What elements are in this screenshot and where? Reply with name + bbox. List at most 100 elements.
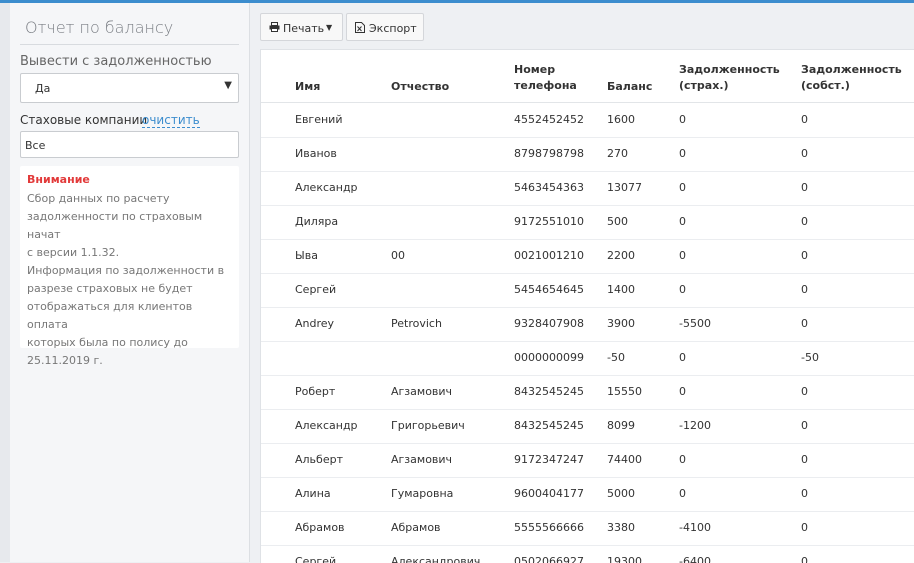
- cell-phone: 9328407908: [514, 317, 584, 330]
- cell-patronymic: Александрович: [391, 555, 481, 563]
- cell-patronymic: Абрамов: [391, 521, 441, 534]
- insurance-filter-value: Все: [25, 139, 46, 152]
- cell-name: Алина: [295, 487, 331, 500]
- cell-balance: 74400: [607, 453, 642, 466]
- cell-name: Иванов: [295, 147, 337, 160]
- cell-debt-own: 0: [801, 147, 808, 160]
- table-row[interactable]: Сергей 5454654645 1400 0 0: [261, 273, 914, 308]
- report-title: Отчет по балансу: [25, 18, 174, 37]
- cell-debt-insurance: -6400: [679, 555, 711, 563]
- printer-icon: [269, 22, 280, 35]
- col-header-name[interactable]: Имя: [295, 80, 321, 93]
- print-button[interactable]: Печать ▼: [260, 13, 343, 41]
- debt-filter-value: Да: [35, 82, 51, 95]
- cell-phone: 8432545245: [514, 419, 584, 432]
- cell-debt-own: 0: [801, 453, 808, 466]
- header-divider: [261, 102, 914, 103]
- debt-filter-select[interactable]: Да ▼: [20, 73, 239, 103]
- cell-debt-insurance: 0: [679, 351, 686, 364]
- col-header-phone-line1: Номер: [514, 63, 556, 76]
- cell-debt-insurance: 0: [679, 181, 686, 194]
- col-header-balance[interactable]: Баланс: [607, 80, 653, 93]
- table-row[interactable]: Алина Гумаровна 9600404177 5000 0 0: [261, 477, 914, 512]
- cell-balance: 3380: [607, 521, 635, 534]
- cell-phone: 8432545245: [514, 385, 584, 398]
- col-header-patronymic[interactable]: Отчество: [391, 80, 450, 93]
- col-header-debt-own-line2: (собст.): [801, 79, 850, 92]
- filter-sidebar: Отчет по балансу Вывести с задолженность…: [10, 3, 250, 562]
- notice-line: Информация по задолженности в: [27, 264, 225, 277]
- cell-debt-insurance: 0: [679, 147, 686, 160]
- cell-debt-own: 0: [801, 385, 808, 398]
- cell-name: Евгений: [295, 113, 343, 126]
- cell-debt-own: 0: [801, 181, 808, 194]
- cell-debt-insurance: -5500: [679, 317, 711, 330]
- cell-debt-insurance: 0: [679, 283, 686, 296]
- cell-balance: 13077: [607, 181, 642, 194]
- export-label: Экспорт: [369, 22, 417, 35]
- col-header-debt-own-line1: Задолженность: [801, 63, 902, 76]
- cell-debt-insurance: 0: [679, 385, 686, 398]
- table-row[interactable]: Andrey Petrovich 9328407908 3900 -5500 0: [261, 307, 914, 342]
- cell-debt-insurance: 0: [679, 453, 686, 466]
- table-row[interactable]: Абрамов Абрамов 5555566666 3380 -4100 0: [261, 511, 914, 546]
- notice-line: с версии 1.1.32.: [27, 246, 120, 259]
- cell-debt-own: 0: [801, 249, 808, 262]
- notice-text: Сбор данных по расчету задолженности по …: [27, 190, 233, 370]
- cell-debt-insurance: 0: [679, 113, 686, 126]
- cell-balance: 5000: [607, 487, 635, 500]
- cell-balance: 2200: [607, 249, 635, 262]
- notice-line: задолженности по страховым начат: [27, 210, 203, 241]
- cell-debt-own: 0: [801, 521, 808, 534]
- cell-patronymic: 00: [391, 249, 405, 262]
- notice-box: Внимание Сбор данных по расчету задолжен…: [20, 166, 239, 367]
- cell-name: Альберт: [295, 453, 343, 466]
- main-content: Печать ▼ Экспорт Имя Отчество Номер теле…: [250, 3, 914, 563]
- table-row[interactable]: Альберт Агзамович 9172347247 74400 0 0: [261, 443, 914, 478]
- cell-patronymic: Григорьевич: [391, 419, 465, 432]
- cell-debt-own: 0: [801, 487, 808, 500]
- cell-debt-own: 0: [801, 113, 808, 126]
- table-row[interactable]: 0000000099 -50 0 -50: [261, 341, 914, 376]
- col-header-debt-ins-line1: Задолженность: [679, 63, 780, 76]
- cell-phone: 0000000099: [514, 351, 584, 364]
- table-row[interactable]: Евгений 4552452452 1600 0 0: [261, 103, 914, 138]
- table-row[interactable]: Роберт Агзамович 8432545245 15550 0 0: [261, 375, 914, 410]
- col-header-phone-line2: телефона: [514, 79, 577, 92]
- cell-phone: 5555566666: [514, 521, 584, 534]
- cell-name: Диляра: [295, 215, 339, 228]
- table-row[interactable]: Диляра 9172551010 500 0 0: [261, 205, 914, 240]
- cell-balance: 15550: [607, 385, 642, 398]
- cell-debt-own: 0: [801, 215, 808, 228]
- table-row[interactable]: Иванов 8798798798 270 0 0: [261, 137, 914, 172]
- cell-balance: 1600: [607, 113, 635, 126]
- insurance-filter-input[interactable]: Все: [20, 131, 239, 158]
- cell-name: Andrey: [295, 317, 335, 330]
- cell-phone: 8798798798: [514, 147, 584, 160]
- cell-phone: 0021001210: [514, 249, 584, 262]
- notice-line: 25.11.2019 г.: [27, 354, 103, 367]
- cell-debt-own: -50: [801, 351, 819, 364]
- cell-debt-own: 0: [801, 317, 808, 330]
- table-row[interactable]: Александр 5463454363 13077 0 0: [261, 171, 914, 206]
- cell-patronymic: Агзамович: [391, 385, 453, 398]
- table-row[interactable]: Ыва 00 0021001210 2200 0 0: [261, 239, 914, 274]
- cell-phone: 9172551010: [514, 215, 584, 228]
- clear-insurance-link[interactable]: очистить: [142, 113, 200, 128]
- print-label: Печать: [283, 22, 325, 35]
- cell-name: Александр: [295, 181, 358, 194]
- col-header-debt-ins-line2: (страх.): [679, 79, 729, 92]
- cell-phone: 4552452452: [514, 113, 584, 126]
- cell-phone: 9600404177: [514, 487, 584, 500]
- caret-down-icon: ▼: [224, 80, 232, 91]
- col-header-debt-insurance[interactable]: Задолженность (страх.): [679, 62, 780, 94]
- col-header-phone[interactable]: Номер телефона: [514, 62, 577, 94]
- export-button[interactable]: Экспорт: [346, 13, 424, 41]
- table-row[interactable]: Сергей Александрович 0502066927 19300 -6400 0: [261, 545, 914, 563]
- table-row[interactable]: Александр Григорьевич 8432545245 8099 -1200 0: [261, 409, 914, 444]
- debt-filter-label: Вывести с задолженностью: [20, 54, 212, 69]
- cell-debt-own: 0: [801, 283, 808, 296]
- cell-balance: 270: [607, 147, 628, 160]
- col-header-debt-own[interactable]: Задолженность (собст.): [801, 62, 902, 94]
- cell-phone: 5463454363: [514, 181, 584, 194]
